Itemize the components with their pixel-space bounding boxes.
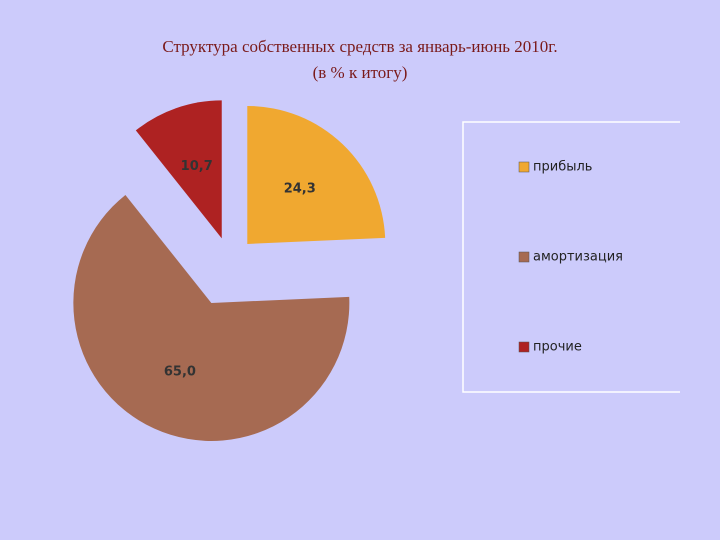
data-label: 10,7: [181, 159, 213, 174]
legend-box: [462, 121, 680, 393]
chart-title: Структура собственных средств за январь-…: [162, 37, 557, 56]
legend-label: прочие: [533, 340, 582, 355]
chart-subtitle: (в % к итогу): [313, 63, 408, 82]
pie-slice: [135, 100, 222, 239]
legend-label: амортизация: [533, 250, 623, 265]
legend-swatch: [518, 161, 530, 173]
data-label: 65,0: [164, 365, 196, 380]
legend-swatch: [518, 251, 530, 263]
pie-slice: [73, 194, 350, 441]
data-label: 24,3: [284, 182, 316, 197]
legend-label: прибыль: [533, 160, 592, 175]
pie-slice: [247, 105, 386, 244]
legend-swatch: [518, 341, 530, 353]
